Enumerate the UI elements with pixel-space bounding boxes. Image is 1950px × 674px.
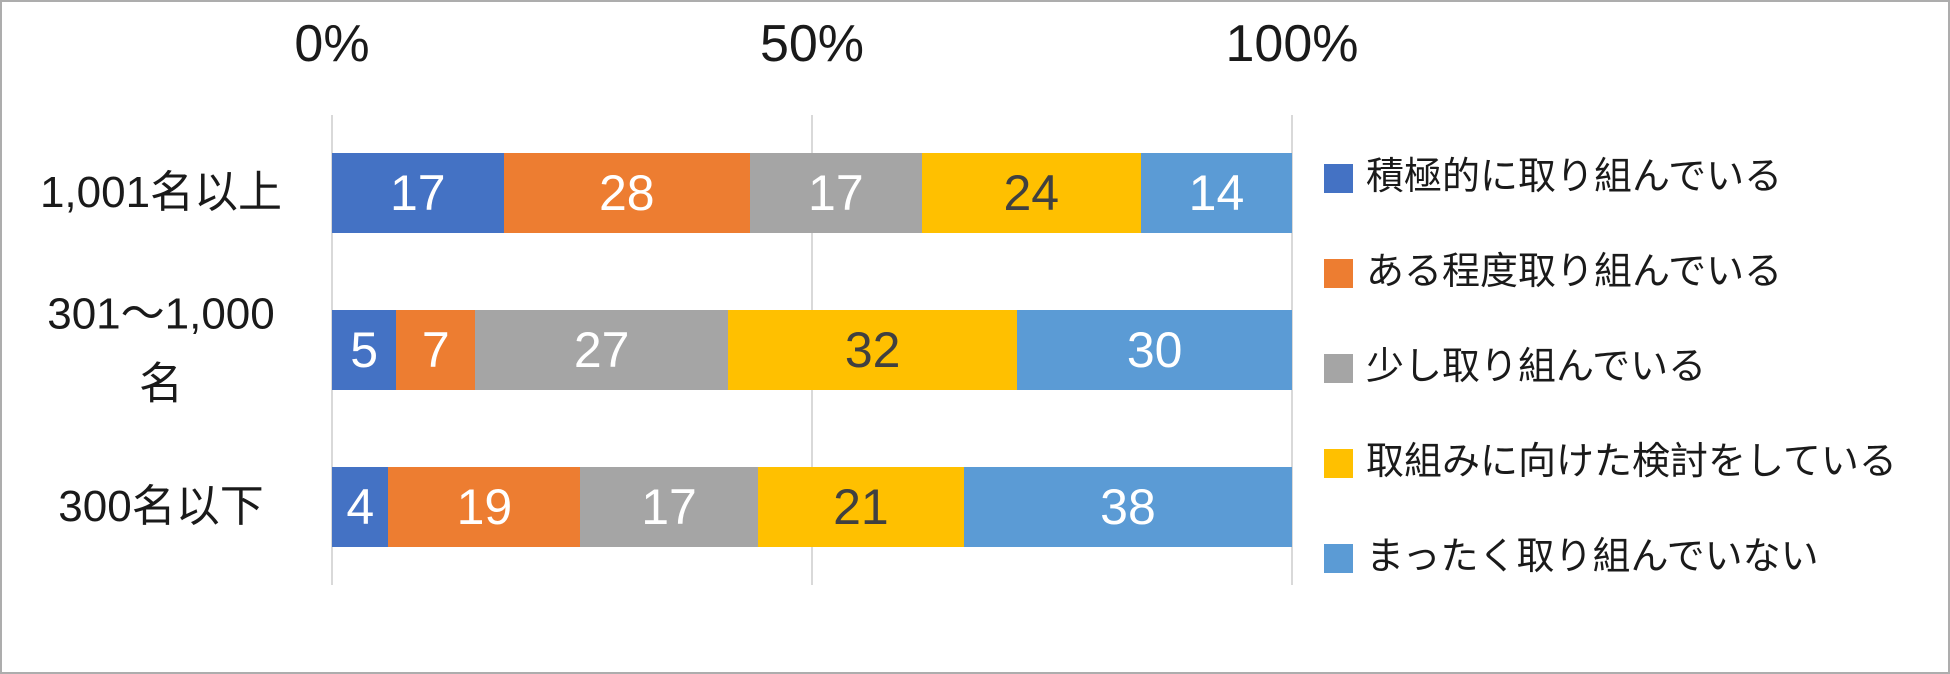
stacked-bar: 5 7 27 32 30: [332, 309, 1292, 390]
x-tick-label: 50%: [759, 15, 865, 73]
data-label: 7: [421, 321, 450, 378]
x-tick-label: 0%: [294, 15, 370, 73]
legend-item: 取組みに向けた検討をしている: [1324, 432, 1897, 494]
legend-label: 取組みに向けた検討をしている: [1366, 441, 1897, 484]
legend-label: ある程度取り組んでいる: [1366, 251, 1783, 294]
legend-item: 少し取り組んでいる: [1324, 337, 1897, 399]
legend-swatch: [1324, 353, 1353, 383]
data-label: 38: [1100, 478, 1156, 535]
bar-segment: 30: [1017, 309, 1292, 390]
data-label: 28: [599, 165, 655, 222]
bar-segment: 28: [503, 153, 751, 234]
bar-segment: 17: [750, 153, 922, 234]
stacked-bar: 4 19 17 21 38: [332, 466, 1292, 547]
data-label: 21: [833, 478, 889, 535]
category-label: 300名以下: [58, 481, 264, 531]
data-label: 32: [844, 321, 901, 378]
legend-item: ある程度取り組んでいる: [1324, 242, 1897, 304]
bar-segment: 17: [332, 153, 504, 234]
data-label: 17: [389, 165, 446, 222]
data-label: 4: [346, 478, 375, 535]
data-label: 24: [1003, 165, 1060, 222]
legend: 積極的に取り組んでいる ある程度取り組んでいる 少し取り組んでいる取組みに向けた検討…: [1324, 147, 1897, 622]
x-axis-tick-labels: 0% 50% 100%: [294, 15, 1358, 78]
bar-segment: 14: [1140, 153, 1293, 234]
x-tick-label: 100%: [1225, 15, 1359, 73]
plot-area: 17 28 17 24 14 5 7 27 32 30 4 19 17 21 38: [331, 115, 1293, 585]
gridline: [1291, 115, 1293, 585]
legend-item: 積極的に取り組んでいる: [1324, 147, 1897, 209]
category-label: 301〜1,000 名: [47, 289, 275, 409]
legend-item: まったく取り組んでいない: [1324, 527, 1897, 589]
bar-segment: 38: [963, 466, 1292, 547]
bar-segment: 5: [332, 309, 397, 390]
bar-segment: 17: [580, 466, 758, 547]
data-label: 27: [573, 321, 630, 378]
bar-segment: 21: [757, 466, 964, 547]
data-label: 17: [641, 478, 697, 535]
data-label: 5: [350, 321, 379, 378]
bar-segment: 24: [921, 153, 1141, 234]
bar-segment: 27: [475, 309, 729, 390]
bar-row: 4 19 17 21 38: [332, 428, 1292, 585]
legend-label: 積極的に取り組んでいる: [1366, 156, 1783, 199]
bar-segment: 4: [332, 466, 389, 547]
bar-segment: 19: [388, 466, 581, 547]
category-label: 1,001名以上: [39, 168, 283, 218]
data-label: 19: [456, 478, 513, 535]
legend-swatch: [1324, 448, 1353, 478]
bar-segment: 7: [396, 309, 476, 390]
legend-swatch: [1324, 163, 1353, 193]
stacked-bar: 17 28 17 24 14: [332, 153, 1293, 234]
data-label: 30: [1126, 321, 1183, 378]
legend-label: まったく取り組んでいない: [1366, 536, 1819, 579]
bar-row: 17 28 17 24 14: [332, 115, 1293, 272]
data-label: 17: [808, 165, 864, 222]
legend-swatch: [1324, 258, 1353, 288]
legend-swatch: [1324, 543, 1353, 573]
data-label: 14: [1188, 165, 1245, 222]
bar-segment: 32: [728, 309, 1018, 390]
legend-label: 少し取り組んでいる: [1366, 346, 1707, 389]
bar-row: 5 7 27 32 30: [332, 272, 1292, 429]
